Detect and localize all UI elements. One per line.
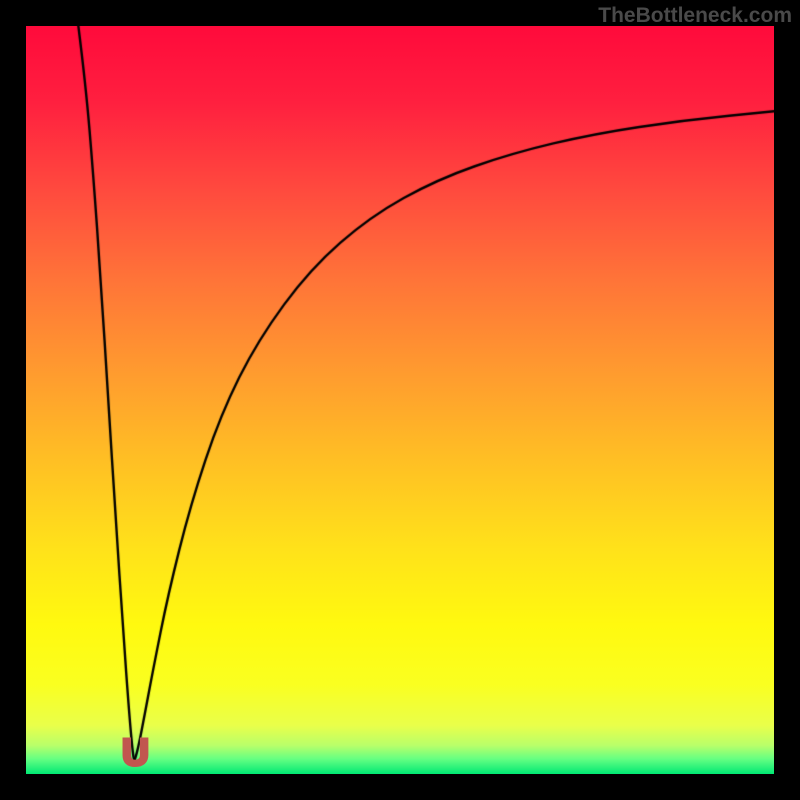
plot-area: U xyxy=(26,26,774,774)
bottleneck-curve-canvas xyxy=(26,26,774,774)
frame-border-right xyxy=(774,0,800,800)
cusp-marker: U xyxy=(122,734,147,772)
frame-border-left xyxy=(0,0,26,800)
attribution-label: TheBottleneck.com xyxy=(598,4,792,28)
frame-border-bottom xyxy=(0,774,800,800)
chart-root: U TheBottleneck.com xyxy=(0,0,800,800)
